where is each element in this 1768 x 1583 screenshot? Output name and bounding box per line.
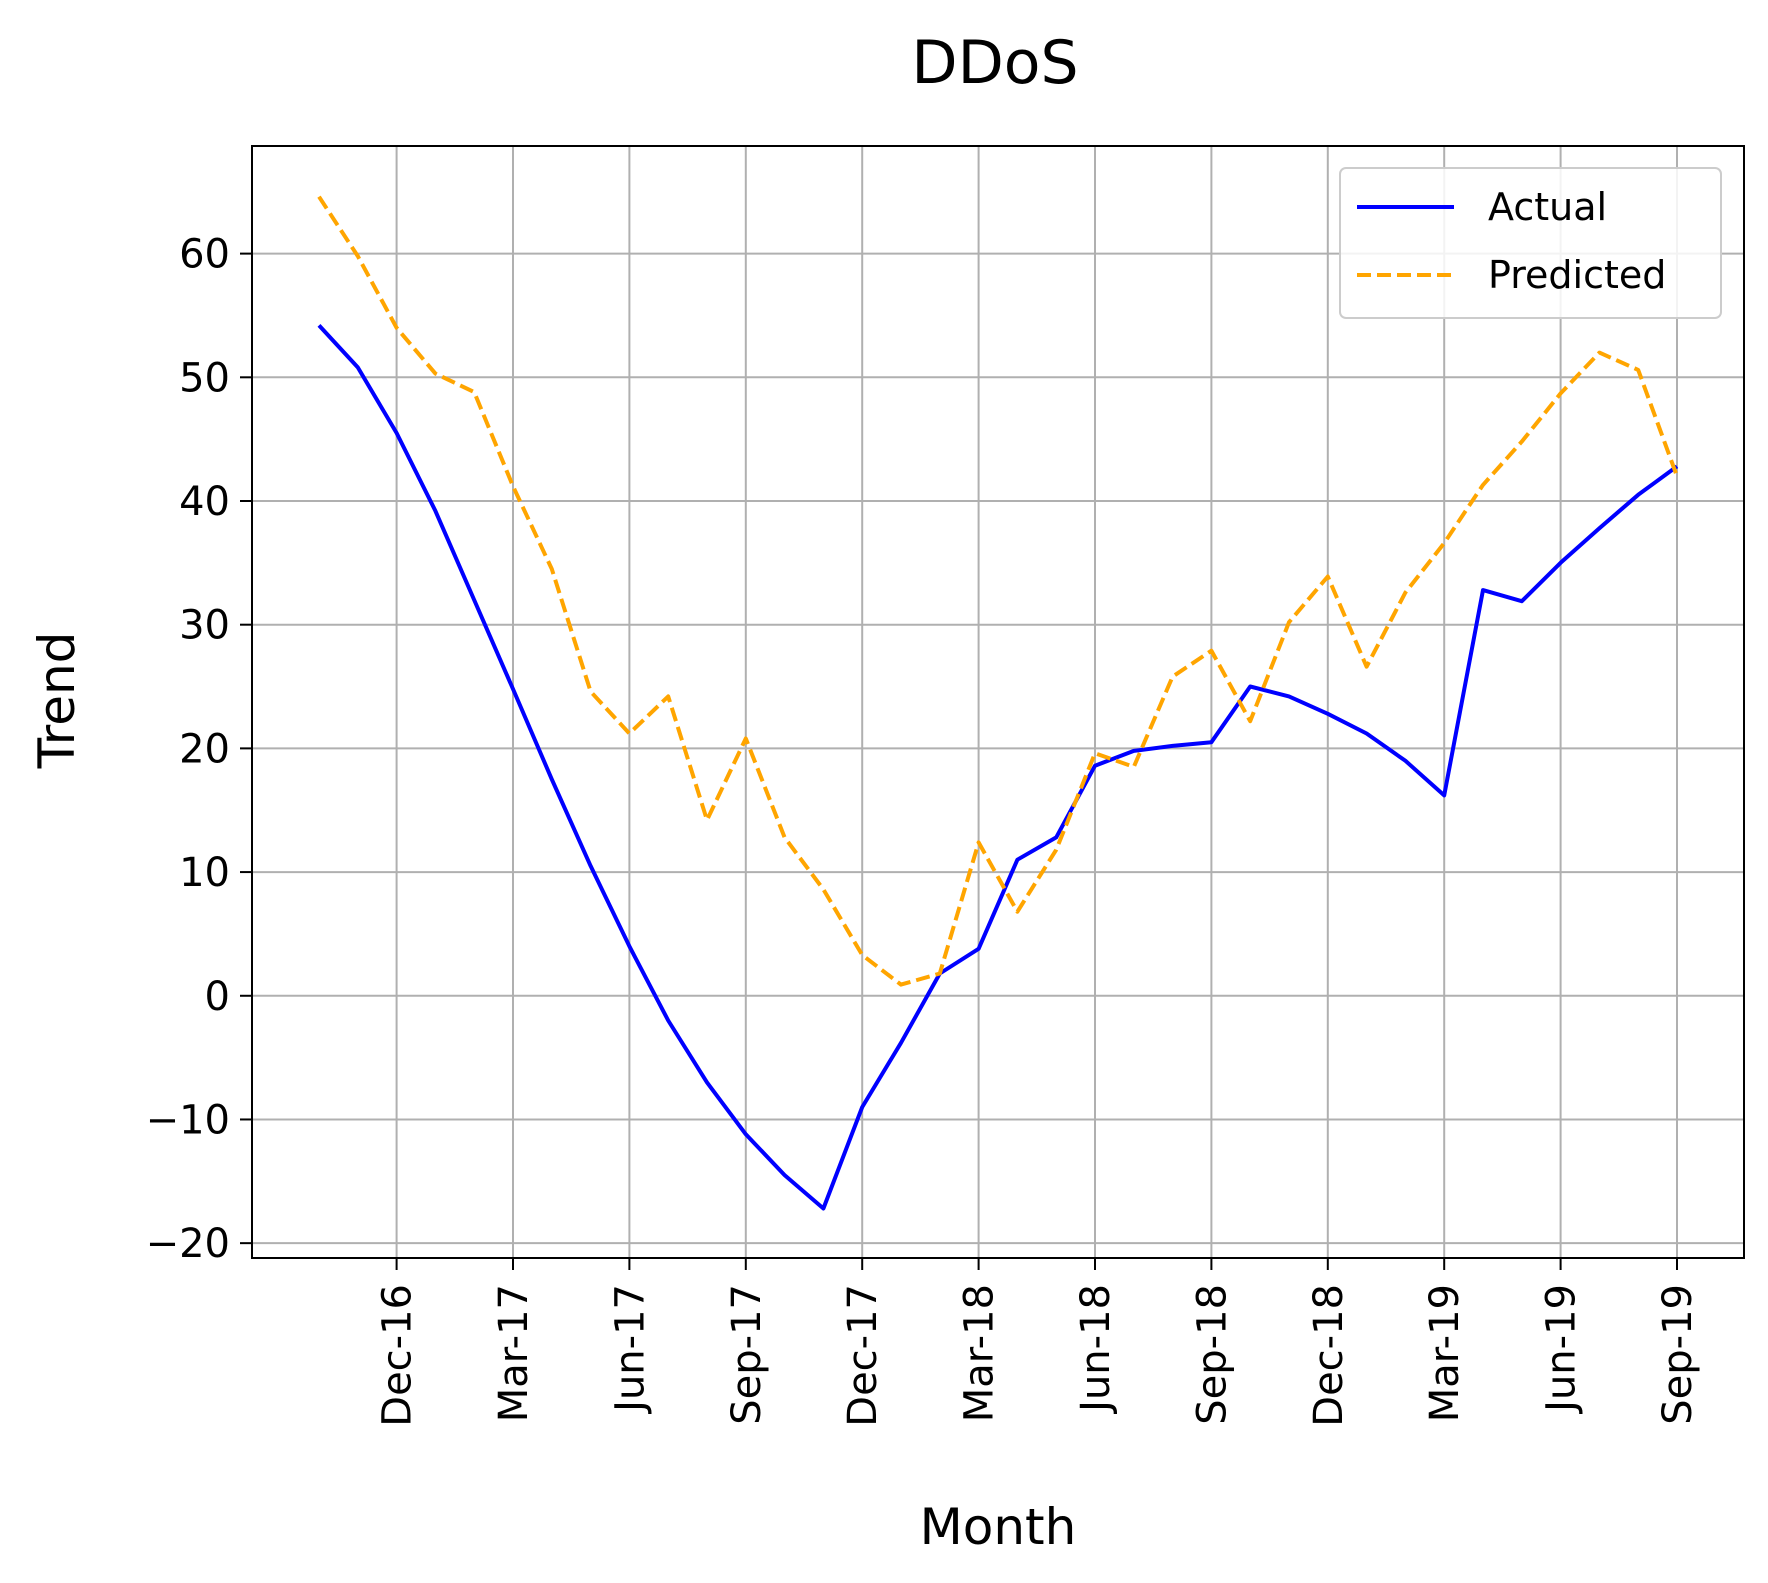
- x-tick-label: Jun-19: [1539, 1284, 1585, 1415]
- y-tick-label: 20: [179, 726, 230, 772]
- x-tick-label: Mar-18: [957, 1284, 1003, 1422]
- y-tick-label: 30: [179, 603, 230, 649]
- x-tick-label: Mar-19: [1422, 1284, 1468, 1422]
- y-axis-label: Trend: [28, 632, 86, 770]
- x-tick-label: Sep-18: [1189, 1284, 1235, 1425]
- x-tick-label: Dec-18: [1306, 1284, 1352, 1427]
- x-tick-label: Dec-17: [840, 1284, 886, 1427]
- chart-title: DDoS: [911, 28, 1078, 98]
- series-line-actual: [317, 324, 1679, 1211]
- legend-label-predicted: Predicted: [1488, 253, 1666, 297]
- series-line-predicted: [317, 195, 1679, 987]
- x-tick-label: Mar-17: [491, 1284, 537, 1422]
- grid-lines: [252, 146, 1744, 1258]
- x-tick-label: Dec-16: [375, 1284, 421, 1427]
- x-tick-label: Jun-17: [607, 1284, 653, 1415]
- y-tick-label: 50: [179, 355, 230, 401]
- y-tick-label: 0: [205, 974, 230, 1020]
- x-axis-label: Month: [920, 1498, 1077, 1556]
- y-tick-label: 60: [179, 232, 230, 278]
- y-tick-label: −20: [146, 1221, 230, 1267]
- legend-label-actual: Actual: [1488, 185, 1607, 229]
- y-axis: −20 −10 0 10 20 30 40 50 60: [146, 232, 252, 1267]
- y-tick-label: 10: [179, 850, 230, 896]
- x-axis: Dec-16 Mar-17 Jun-17 Sep-17 Dec-17 Mar-18 Jun-…: [375, 1258, 1701, 1427]
- y-tick-label: −10: [146, 1097, 230, 1143]
- x-tick-label: Sep-17: [724, 1284, 770, 1425]
- plot-area: [251, 145, 1745, 1259]
- legend: Actual Predicted: [1339, 167, 1722, 319]
- series-layer: [317, 195, 1679, 1211]
- x-tick-label: Jun-18: [1073, 1284, 1119, 1415]
- y-tick-label: 40: [179, 479, 230, 525]
- x-tick-label: Sep-19: [1655, 1284, 1701, 1425]
